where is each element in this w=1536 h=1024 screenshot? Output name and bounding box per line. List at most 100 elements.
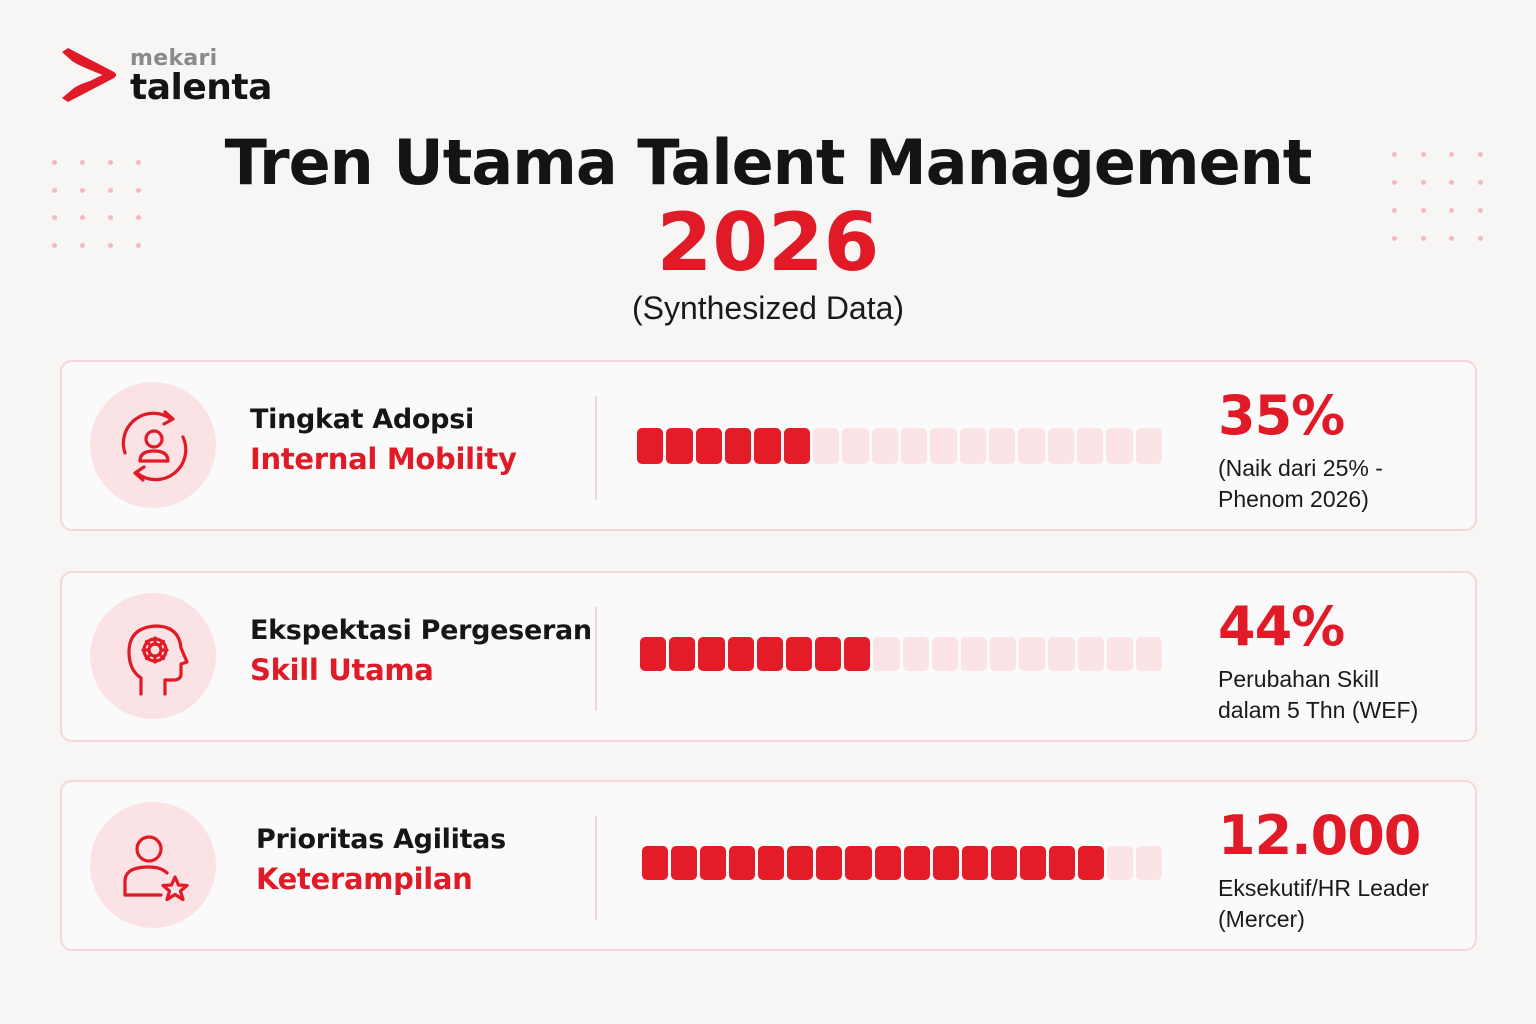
decorative-dot	[80, 187, 85, 193]
progress-segment	[1077, 846, 1104, 880]
progress-segment	[783, 428, 810, 464]
progress-segment	[669, 637, 696, 671]
progress-segment	[990, 637, 1017, 671]
progress-segment	[903, 846, 930, 880]
card-label-bottom: Internal Mobility	[250, 442, 517, 477]
progress-segment	[1135, 428, 1162, 464]
stat-value: 44%	[1218, 595, 1345, 658]
page-subtitle: (Synthesized Data)	[631, 290, 905, 326]
decorative-dot	[136, 187, 141, 193]
card-label-bottom: Keterampilan	[256, 862, 473, 897]
progress-segment	[932, 846, 959, 880]
decorative-dot	[136, 242, 141, 248]
progress-bar	[642, 846, 1163, 880]
progress-segment	[1076, 428, 1104, 464]
stat-value: 12.000	[1218, 804, 1421, 867]
progress-segment	[960, 637, 988, 671]
progress-segment	[666, 428, 693, 464]
decorative-dot	[1478, 152, 1484, 157]
decorative-dot	[1392, 152, 1397, 157]
progress-segment	[815, 637, 842, 671]
decorative-dot	[80, 160, 85, 165]
decorative-dot	[1449, 236, 1455, 241]
card-label-top: Ekspektasi Pergeseran	[250, 615, 592, 646]
page-year: 2026	[656, 196, 880, 289]
decorative-dot	[52, 160, 57, 165]
person-cycle-icon	[121, 410, 188, 482]
stat-note-line1: Eksekutif/HR Leader	[1218, 875, 1429, 902]
decorative-dot	[1392, 236, 1397, 241]
progress-segment	[754, 428, 781, 464]
decorative-dot	[136, 215, 141, 220]
card-label-top: Prioritas Agilitas	[256, 824, 506, 855]
progress-segment	[1077, 637, 1104, 671]
decorative-dot	[136, 160, 141, 165]
card-icon-circle	[90, 802, 216, 928]
progress-segment	[698, 637, 725, 671]
decorative-dot	[1420, 152, 1426, 157]
progress-segment	[671, 846, 698, 880]
brand-big-text: talenta	[130, 67, 272, 108]
card-icon-circle	[90, 593, 216, 719]
decorative-dot	[1420, 208, 1426, 213]
progress-segment	[873, 637, 900, 671]
stat-card-internal-mobility: Tingkat Adopsi Internal Mobility 35% (Na…	[60, 360, 1477, 531]
decorative-dots-right	[1392, 152, 1507, 264]
decorative-dot	[80, 242, 85, 248]
progress-segment	[990, 846, 1017, 880]
stat-note: Eksekutif/HR Leader (Mercer)	[1218, 873, 1468, 935]
card-divider	[595, 816, 597, 920]
decorative-dot	[80, 215, 85, 220]
stat-value: 35%	[1218, 384, 1345, 447]
progress-segment	[1107, 846, 1134, 880]
progress-segment	[842, 428, 869, 464]
progress-segment	[902, 637, 929, 671]
progress-segment	[1048, 637, 1075, 671]
decorative-dot	[1478, 236, 1484, 241]
page-title: Tren Utama Talent Management	[224, 126, 1313, 199]
decorative-dot	[108, 160, 113, 165]
progress-segment	[1048, 846, 1075, 880]
card-divider	[595, 396, 597, 500]
decorative-dot	[108, 242, 113, 248]
progress-segment	[695, 428, 722, 464]
progress-segment	[724, 428, 752, 464]
stat-note-line2: Phenom 2026)	[1218, 486, 1369, 513]
progress-segment	[845, 846, 872, 880]
progress-segment	[844, 637, 871, 671]
progress-segment	[961, 846, 988, 880]
person-star-icon	[123, 835, 189, 902]
progress-segment	[871, 428, 898, 464]
progress-segment	[727, 637, 754, 671]
decorative-dot	[1478, 208, 1484, 213]
decorative-dot	[1420, 180, 1426, 185]
progress-segment	[812, 428, 840, 464]
progress-segment	[640, 637, 667, 671]
progress-segment	[785, 637, 813, 671]
decorative-dot	[52, 215, 57, 220]
progress-segment	[642, 846, 669, 880]
card-label-bottom: Skill Utama	[250, 653, 434, 688]
progress-segment	[1106, 428, 1133, 464]
stat-card-skill-agility: Prioritas Agilitas Keterampilan 12.000 E…	[60, 780, 1477, 951]
progress-segment	[900, 428, 928, 464]
progress-segment	[1019, 846, 1046, 880]
progress-segment	[1018, 428, 1045, 464]
progress-segment	[930, 428, 957, 464]
decorative-dot	[1449, 180, 1455, 185]
progress-bar	[637, 428, 1162, 464]
brand-small-text: mekari	[130, 46, 218, 71]
decorative-dot	[52, 187, 57, 193]
progress-segment	[1106, 637, 1133, 671]
decorative-dot	[1420, 236, 1426, 241]
card-divider	[595, 607, 597, 711]
progress-segment	[1136, 846, 1163, 880]
head-gear-icon	[127, 624, 189, 696]
progress-segment	[959, 428, 986, 464]
decorative-dots-left	[52, 160, 164, 270]
card-label-top: Tingkat Adopsi	[250, 404, 474, 435]
mekari-arrow-icon	[62, 48, 116, 102]
decorative-dot	[108, 187, 113, 193]
stat-note: Perubahan Skill dalam 5 Thn (WEF)	[1218, 664, 1468, 726]
progress-segment	[874, 846, 901, 880]
